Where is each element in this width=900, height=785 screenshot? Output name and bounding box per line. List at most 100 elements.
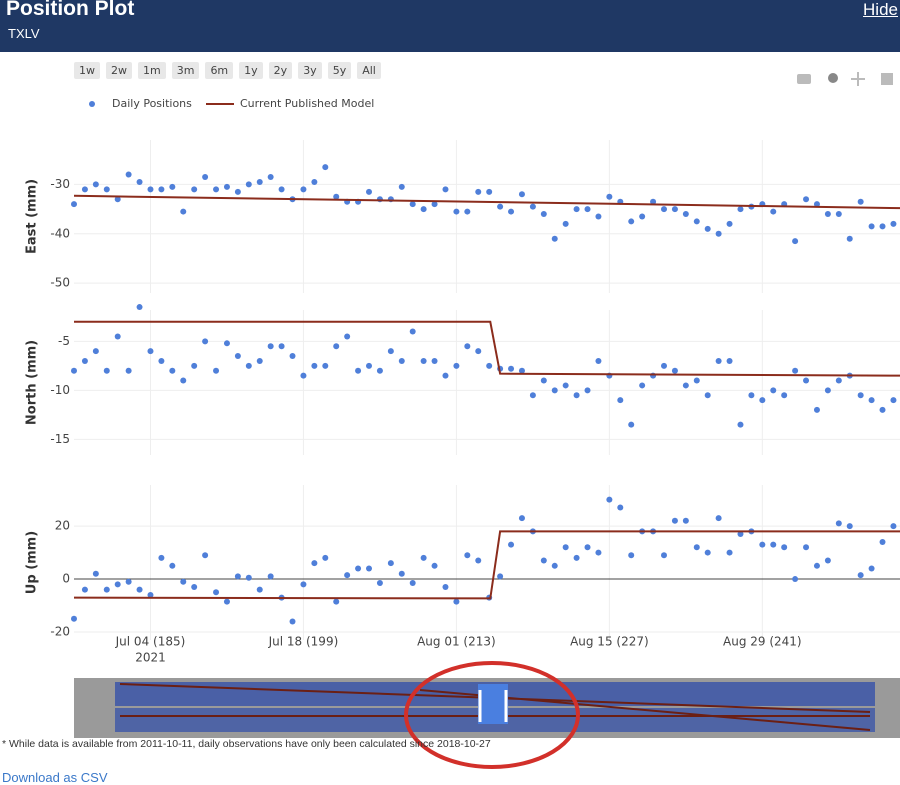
- legend-label: Daily Positions: [112, 97, 192, 110]
- range-button[interactable]: 5y: [328, 62, 352, 79]
- data-point: [257, 358, 263, 364]
- data-point: [235, 353, 241, 359]
- data-point: [508, 366, 514, 372]
- data-point: [672, 368, 678, 374]
- data-point: [759, 542, 765, 548]
- data-point: [541, 558, 547, 564]
- data-point: [268, 573, 274, 579]
- data-point: [464, 552, 470, 558]
- zoom-icon[interactable]: [828, 73, 838, 83]
- range-button[interactable]: 1w: [74, 62, 100, 79]
- data-point: [104, 587, 110, 593]
- data-point: [639, 214, 645, 220]
- legend-marker: [89, 101, 95, 107]
- data-point: [126, 172, 132, 178]
- data-point: [180, 209, 186, 215]
- data-point: [475, 189, 481, 195]
- data-point: [421, 206, 427, 212]
- y-tick-label: -20: [50, 625, 70, 639]
- data-point: [628, 422, 634, 428]
- data-point: [71, 201, 77, 207]
- data-point: [497, 204, 503, 210]
- data-point: [104, 368, 110, 374]
- data-point: [311, 363, 317, 369]
- data-point: [235, 573, 241, 579]
- data-point: [716, 515, 722, 521]
- data-point: [890, 397, 896, 403]
- data-point: [224, 599, 230, 605]
- data-point: [705, 226, 711, 232]
- model-line: [74, 531, 900, 598]
- y-axis-label: East (mm): [25, 179, 40, 254]
- data-point: [836, 211, 842, 217]
- range-button[interactable]: 1y: [239, 62, 263, 79]
- data-point: [355, 368, 361, 374]
- data-point: [803, 196, 809, 202]
- model-line: [74, 196, 900, 208]
- data-point: [377, 368, 383, 374]
- data-point: [727, 550, 733, 556]
- data-point: [432, 358, 438, 364]
- data-point: [366, 363, 372, 369]
- data-point: [814, 407, 820, 413]
- data-point: [683, 211, 689, 217]
- data-point: [71, 368, 77, 374]
- range-button[interactable]: 6m: [205, 62, 233, 79]
- x-tick-label: Aug 01 (213): [417, 635, 496, 649]
- data-point: [126, 579, 132, 585]
- download-link[interactable]: Download as CSV: [2, 770, 108, 785]
- data-point: [574, 392, 580, 398]
- data-point: [770, 387, 776, 393]
- data-point: [836, 378, 842, 384]
- data-point: [464, 343, 470, 349]
- data-point: [257, 179, 263, 185]
- data-point: [279, 186, 285, 192]
- data-point: [628, 218, 634, 224]
- pan-icon[interactable]: [851, 72, 865, 86]
- data-point: [869, 223, 875, 229]
- y-axis-label: Up (mm): [25, 531, 40, 594]
- data-point: [606, 194, 612, 200]
- data-point: [552, 563, 558, 569]
- data-point: [716, 231, 722, 237]
- y-tick-label: -50: [50, 276, 70, 290]
- data-point: [792, 368, 798, 374]
- range-button[interactable]: 3y: [298, 62, 322, 79]
- data-point: [585, 544, 591, 550]
- range-button[interactable]: All: [357, 62, 381, 79]
- x-tick-label: Jul 04 (185): [115, 635, 186, 649]
- data-point: [202, 552, 208, 558]
- range-button[interactable]: 3m: [172, 62, 200, 79]
- data-point: [180, 579, 186, 585]
- data-point: [169, 563, 175, 569]
- data-point: [257, 587, 263, 593]
- camera-icon[interactable]: [797, 74, 811, 84]
- data-point: [781, 392, 787, 398]
- data-point: [530, 204, 536, 210]
- range-button[interactable]: 2w: [106, 62, 132, 79]
- data-point: [290, 618, 296, 624]
- data-point: [169, 368, 175, 374]
- reset-icon[interactable]: [881, 73, 893, 85]
- data-point: [847, 523, 853, 529]
- data-point: [235, 189, 241, 195]
- data-point: [322, 363, 328, 369]
- y-tick-label: 20: [55, 519, 70, 533]
- x-tick-label: Aug 29 (241): [723, 635, 802, 649]
- data-point: [737, 206, 743, 212]
- range-slider[interactable]: [74, 678, 900, 738]
- data-point: [880, 539, 886, 545]
- data-point: [82, 186, 88, 192]
- data-point: [748, 392, 754, 398]
- data-point: [519, 515, 525, 521]
- data-point: [399, 358, 405, 364]
- data-point: [880, 407, 886, 413]
- data-point: [180, 378, 186, 384]
- range-button[interactable]: 1m: [138, 62, 166, 79]
- data-point: [869, 565, 875, 571]
- data-point: [93, 348, 99, 354]
- x-tick-label: Aug 15 (227): [570, 635, 649, 649]
- range-button[interactable]: 2y: [269, 62, 293, 79]
- range-buttons: 1w 2w 1m 3m 6m 1y 2y 3y 5y All: [74, 62, 381, 79]
